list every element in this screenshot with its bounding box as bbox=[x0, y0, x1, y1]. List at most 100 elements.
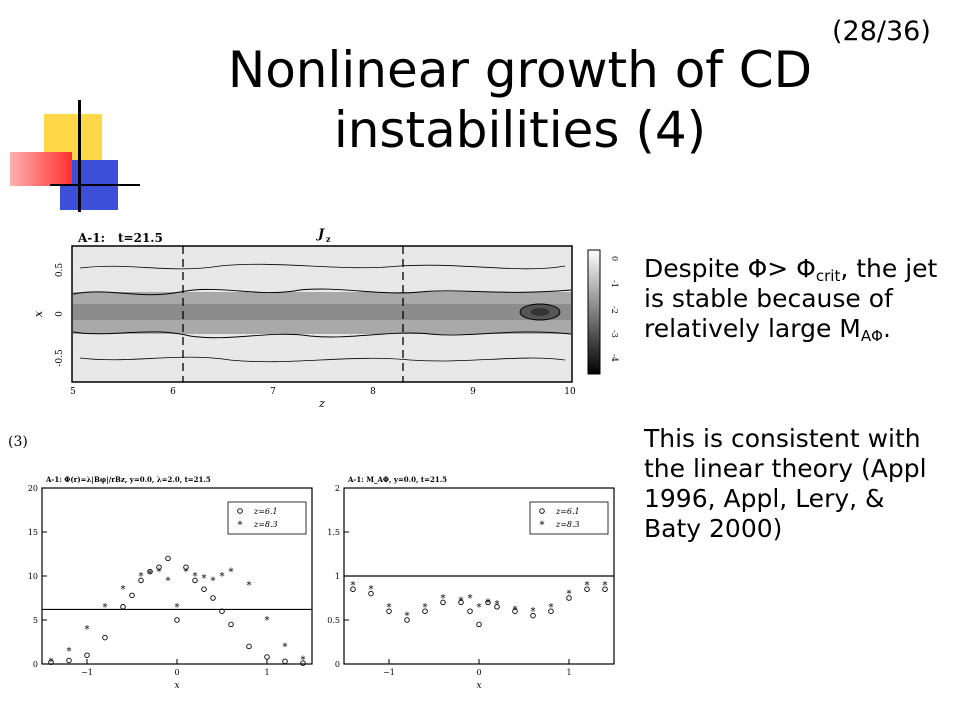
slide-number: (28/36) bbox=[832, 16, 931, 47]
data-point-z=8.3: * bbox=[220, 572, 225, 583]
data-point-z=8.3: * bbox=[513, 605, 518, 616]
data-point-z=6.1 bbox=[138, 577, 144, 584]
legend-marker: * bbox=[238, 520, 243, 531]
chart-title: A-1: Φ(r)=λ|Bφ|/rBz, y=0.0, λ=2.0, t=21.… bbox=[45, 475, 211, 484]
paragraph-stability: Despite Φ> Φcrit, the jet is stable beca… bbox=[644, 254, 944, 344]
contour-xtick-10: 10 bbox=[564, 387, 576, 397]
data-point-z=6.1 bbox=[512, 608, 518, 614]
contour-header-run: A-1: bbox=[77, 231, 105, 245]
data-point-z=6.1 bbox=[84, 652, 90, 658]
y-tick-label: 2 bbox=[335, 484, 340, 493]
data-point-z=6.1 bbox=[147, 568, 153, 575]
data-point-z=6.1 bbox=[467, 608, 473, 614]
phi-profile-chart: A-1: Φ(r)=λ|Bφ|/rBz, y=0.0, λ=2.0, t=21.… bbox=[28, 475, 313, 691]
data-point-z=6.1 bbox=[201, 586, 207, 592]
data-point-z=8.3: * bbox=[157, 567, 162, 578]
x-tick-label: 1 bbox=[264, 668, 269, 677]
data-point-z=8.3: * bbox=[121, 585, 126, 596]
legend-label: z=6.1 bbox=[555, 507, 580, 516]
data-point-z=8.3: * bbox=[603, 580, 608, 591]
x-tick-label: −1 bbox=[81, 668, 93, 677]
data-point-z=6.1 bbox=[120, 604, 126, 610]
legend-box bbox=[227, 501, 307, 535]
data-point-z=8.3: * bbox=[468, 594, 473, 605]
data-point-z=6.1 bbox=[282, 658, 288, 665]
colorbar-tick-4: -4 bbox=[610, 354, 619, 362]
data-point-z=8.3: * bbox=[405, 611, 410, 622]
contour-header-var-sub: z bbox=[326, 234, 331, 244]
y-tick-label: 20 bbox=[28, 484, 38, 493]
data-point-z=6.1 bbox=[210, 595, 216, 601]
paragraph1-part1: Despite Φ> Φ bbox=[644, 254, 816, 283]
contour-line-bottom bbox=[79, 356, 566, 363]
data-point-z=8.3: * bbox=[486, 598, 491, 609]
colorbar-tick-0: 0 bbox=[610, 256, 619, 261]
y-tick-label: 0.5 bbox=[327, 616, 340, 625]
logo-horizontal-line bbox=[50, 184, 140, 186]
data-point-z=8.3: * bbox=[229, 567, 234, 578]
data-point-z=8.3: * bbox=[67, 646, 72, 657]
data-point-z=6.1 bbox=[350, 586, 356, 592]
title-line-1: Nonlinear growth of CD bbox=[227, 41, 813, 99]
paragraph1-part2: , the jet is stable because of relativel… bbox=[644, 254, 938, 343]
data-point-z=8.3: * bbox=[85, 624, 90, 635]
data-point-z=6.1 bbox=[156, 564, 162, 570]
contour-ytick-mid: 0 bbox=[55, 311, 65, 317]
data-point-z=8.3: * bbox=[495, 600, 500, 611]
data-point-z=8.3: * bbox=[103, 602, 108, 613]
data-point-z=8.3: * bbox=[283, 642, 288, 653]
jet-core bbox=[73, 304, 571, 320]
x-tick-label: 0 bbox=[476, 668, 481, 677]
data-point-z=8.3: * bbox=[549, 602, 554, 613]
data-point-z=6.1 bbox=[129, 592, 135, 599]
data-point-z=6.1 bbox=[183, 564, 189, 570]
data-point-z=8.3: * bbox=[387, 602, 392, 613]
data-point-z=8.3: * bbox=[193, 572, 198, 583]
colorbar bbox=[587, 249, 601, 375]
data-point-z=6.1 bbox=[386, 608, 392, 614]
legend-box bbox=[529, 501, 609, 535]
data-point-z=8.3: * bbox=[211, 576, 216, 587]
legend-marker: * bbox=[540, 520, 545, 531]
data-point-z=6.1 bbox=[246, 643, 252, 650]
data-point-z=8.3: * bbox=[369, 585, 374, 596]
paragraph1-sub1: crit bbox=[815, 267, 841, 285]
data-point-z=6.1 bbox=[264, 654, 270, 660]
data-point-z=8.3: * bbox=[175, 602, 180, 613]
colorbar-tick-2: -2 bbox=[610, 306, 619, 314]
contour-ylabel: x bbox=[32, 310, 45, 317]
y-tick-label: 1 bbox=[335, 572, 340, 581]
data-point-z=8.3: * bbox=[139, 572, 144, 583]
contour-xtick-6: 6 bbox=[170, 387, 176, 397]
contour-xtick-8: 8 bbox=[370, 387, 376, 397]
legend-marker bbox=[237, 508, 243, 514]
y-tick-label: 0 bbox=[335, 660, 340, 669]
y-tick-label: 5 bbox=[33, 616, 38, 625]
data-point-z=6.1 bbox=[422, 608, 428, 614]
data-point-z=6.1 bbox=[228, 621, 234, 628]
decorative-logo bbox=[10, 100, 140, 220]
data-point-z=8.3: * bbox=[531, 607, 536, 618]
mach-profile-chart: A-1: M_AΦ, y=0.0, t=21.5 0 0.5 1 1.5 2 −1 0 1 x * *… bbox=[327, 475, 615, 691]
legend-label: z=6.1 bbox=[253, 507, 278, 516]
data-point-z=6.1 bbox=[192, 577, 198, 584]
contour-xlabel: z bbox=[318, 397, 325, 410]
x-axis-label: x bbox=[174, 681, 179, 691]
data-point-z=8.3: * bbox=[202, 573, 207, 584]
data-point-z=6.1 bbox=[165, 555, 171, 562]
data-point-z=8.3: * bbox=[184, 567, 189, 578]
data-point-z=6.1 bbox=[476, 621, 482, 628]
data-point-z=6.1 bbox=[48, 659, 54, 665]
colorbar-tick-1: -1 bbox=[610, 280, 619, 288]
contour-ytick-bottom: -0.5 bbox=[55, 349, 65, 367]
data-point-z=8.3: * bbox=[585, 580, 590, 591]
colorbar-tick-3: -3 bbox=[610, 330, 619, 338]
data-point-z=8.3: * bbox=[247, 580, 252, 591]
y-tick-label: 15 bbox=[28, 528, 38, 537]
contour-line-upper bbox=[72, 288, 572, 296]
data-point-z=8.3: * bbox=[351, 580, 356, 591]
title-line-2: instabilities (4) bbox=[333, 101, 707, 159]
paragraph-consistency: This is consistent with the linear theor… bbox=[644, 424, 927, 543]
chart-title: A-1: M_AΦ, y=0.0, t=21.5 bbox=[347, 475, 447, 484]
x-axis-label: x bbox=[476, 681, 481, 691]
